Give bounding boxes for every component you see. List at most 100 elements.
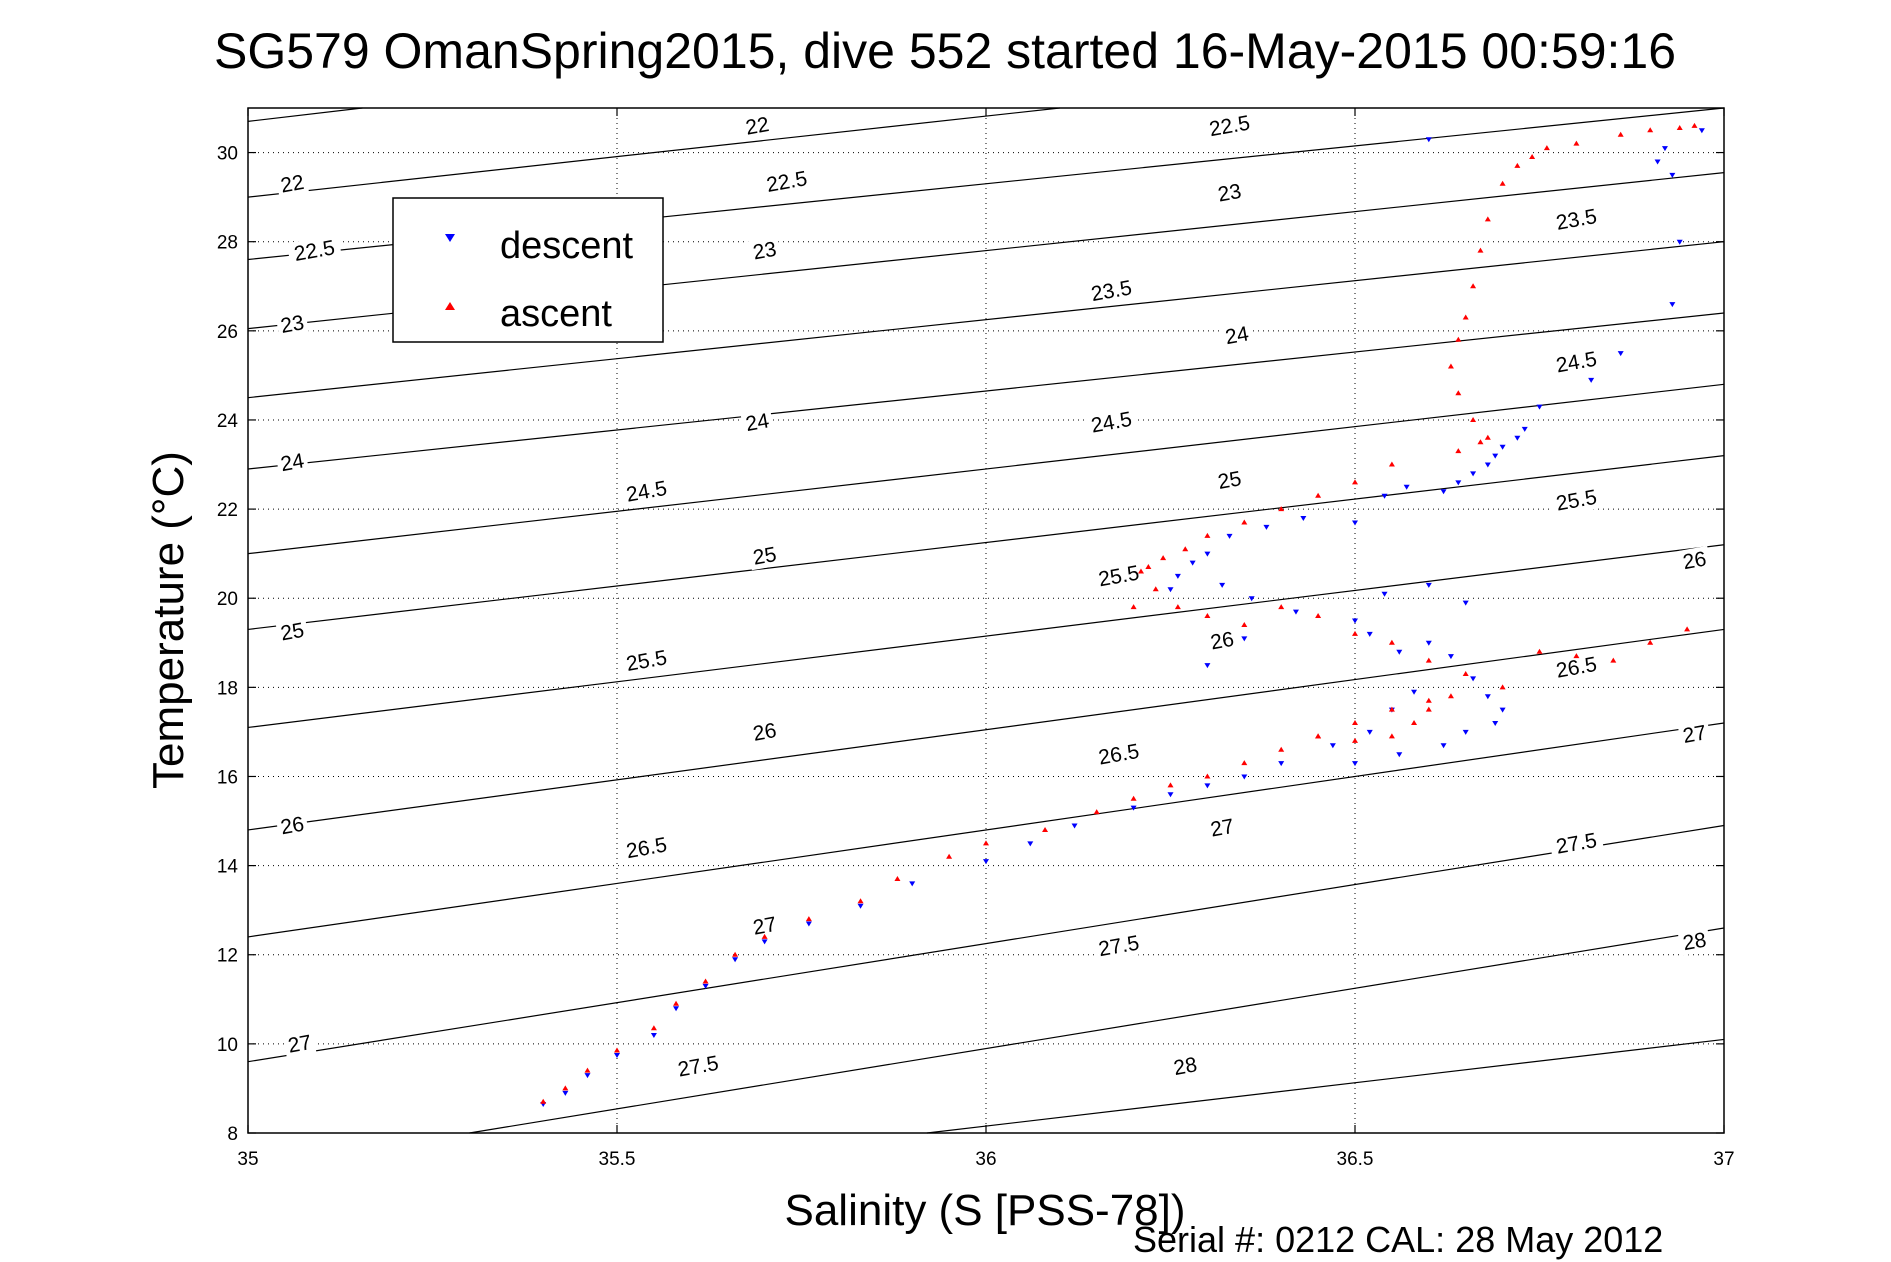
ascent-point [1137,568,1144,574]
contour-label-28: 28 [1168,1051,1203,1081]
contour-label-23: 23 [747,236,782,266]
ascent-point [1499,180,1506,186]
ascent-point [673,1000,680,1006]
descent-point [1499,444,1506,450]
descent-point [1241,774,1248,780]
descent-point [1470,676,1477,682]
contour-label-backing [1083,405,1140,439]
descent-point [1396,649,1403,655]
descent-point [1366,729,1373,735]
descent-point [1241,636,1248,642]
contour-label-27: 27 [1677,719,1712,749]
ascent-point [1204,532,1211,538]
ascent-point [1447,693,1454,699]
ascent-point [1477,247,1484,253]
contour-label-text: 27 [286,1031,313,1058]
descent-point [1492,721,1499,726]
legend-label-ascent: ascent [500,293,612,335]
ascent-point [1477,439,1484,445]
legend-label-descent: descent [500,225,634,267]
contour-label-24: 24 [275,447,310,477]
ascent-point [1278,506,1285,512]
y-tick-label: 8 [227,1124,238,1145]
descent-point [1027,841,1034,847]
descent-point [1352,761,1358,767]
contour-label-23.5: 23.5 [1083,274,1140,308]
descent-point [1263,524,1270,530]
ascent-point [1145,564,1152,570]
y-tick-label: 24 [217,411,239,432]
ascent-point [1691,122,1698,128]
contour-label-26: 26 [275,811,310,840]
descent-point [650,1032,657,1038]
descent-point [1300,516,1307,521]
descent-point [1403,484,1410,490]
contour-label-backing [1548,345,1605,379]
contour-label-text: 23 [279,311,306,338]
contour-label-backing [282,1029,317,1059]
descent-point [1425,640,1432,646]
ascent-point [1462,314,1469,320]
descent-point [1536,404,1543,410]
contour-label-22: 22 [740,111,775,141]
ascent-point [1278,604,1285,610]
ascent-point [702,978,709,984]
x-axis-label: Salinity (S [PSS-78]) [784,1186,1185,1235]
legend-marker-descent [445,234,455,242]
ascent-point [1241,760,1248,766]
ascent-point [1042,826,1049,832]
density-contour-23.5 [247,241,1725,399]
x-tick-label: 36.5 [1337,1149,1374,1170]
contour-label-backing [1677,719,1712,749]
y-axis-label: Temperature (°C) [144,451,193,789]
ascent-point [1536,648,1543,654]
y-tick-label: 28 [217,233,238,254]
contour-label-27: 27 [1205,813,1240,843]
density-contour-22 [247,107,363,122]
ascent-point [1543,145,1550,151]
ascent-point [1204,613,1211,619]
descent-point [614,1053,620,1059]
descent-point [805,921,812,927]
contour-label-backing [747,717,782,747]
contour-label-backing [747,541,782,571]
ascent-point [1241,519,1248,525]
ascent-point [1315,733,1322,739]
ascent-point [1484,434,1491,440]
descent-point [1167,587,1174,593]
descent-point [1366,631,1373,637]
density-contour-25.5 [247,544,1725,729]
x-tick-label: 35 [237,1149,258,1170]
descent-point [1499,707,1506,713]
density-contour-24.5 [247,383,1725,555]
contour-label-text: 24 [279,449,306,476]
ascent-point [1455,390,1462,396]
ascent-point [1315,613,1322,619]
contour-label-backing [1548,826,1605,860]
contour-label-backing [618,644,675,677]
ascent-point [1470,283,1477,289]
ascent-point [1484,216,1491,222]
density-contour-22 [247,107,1060,198]
contour-label-backing [1201,109,1258,143]
contour-label-25.5: 25.5 [1091,559,1147,593]
series-ascent [540,122,1698,1104]
descent-point [1411,689,1418,695]
ascent-point [1425,657,1432,663]
y-tick-label: 26 [217,322,238,343]
contour-label-backing [670,1049,726,1083]
contour-label-backing [747,236,782,266]
descent-point [1248,596,1255,602]
descent-point [1447,654,1454,660]
contour-label-text: 28 [1681,929,1708,956]
contour-label-26: 26 [1205,626,1240,655]
ascent-point [983,840,989,846]
y-tick-label: 14 [217,857,239,878]
descent-point [584,1073,591,1079]
ascent-point [1160,555,1167,561]
descent-point [1329,743,1336,749]
contour-label-backing [275,447,310,477]
contour-label-text: 28 [1172,1053,1199,1080]
ascent-point [1388,706,1395,712]
